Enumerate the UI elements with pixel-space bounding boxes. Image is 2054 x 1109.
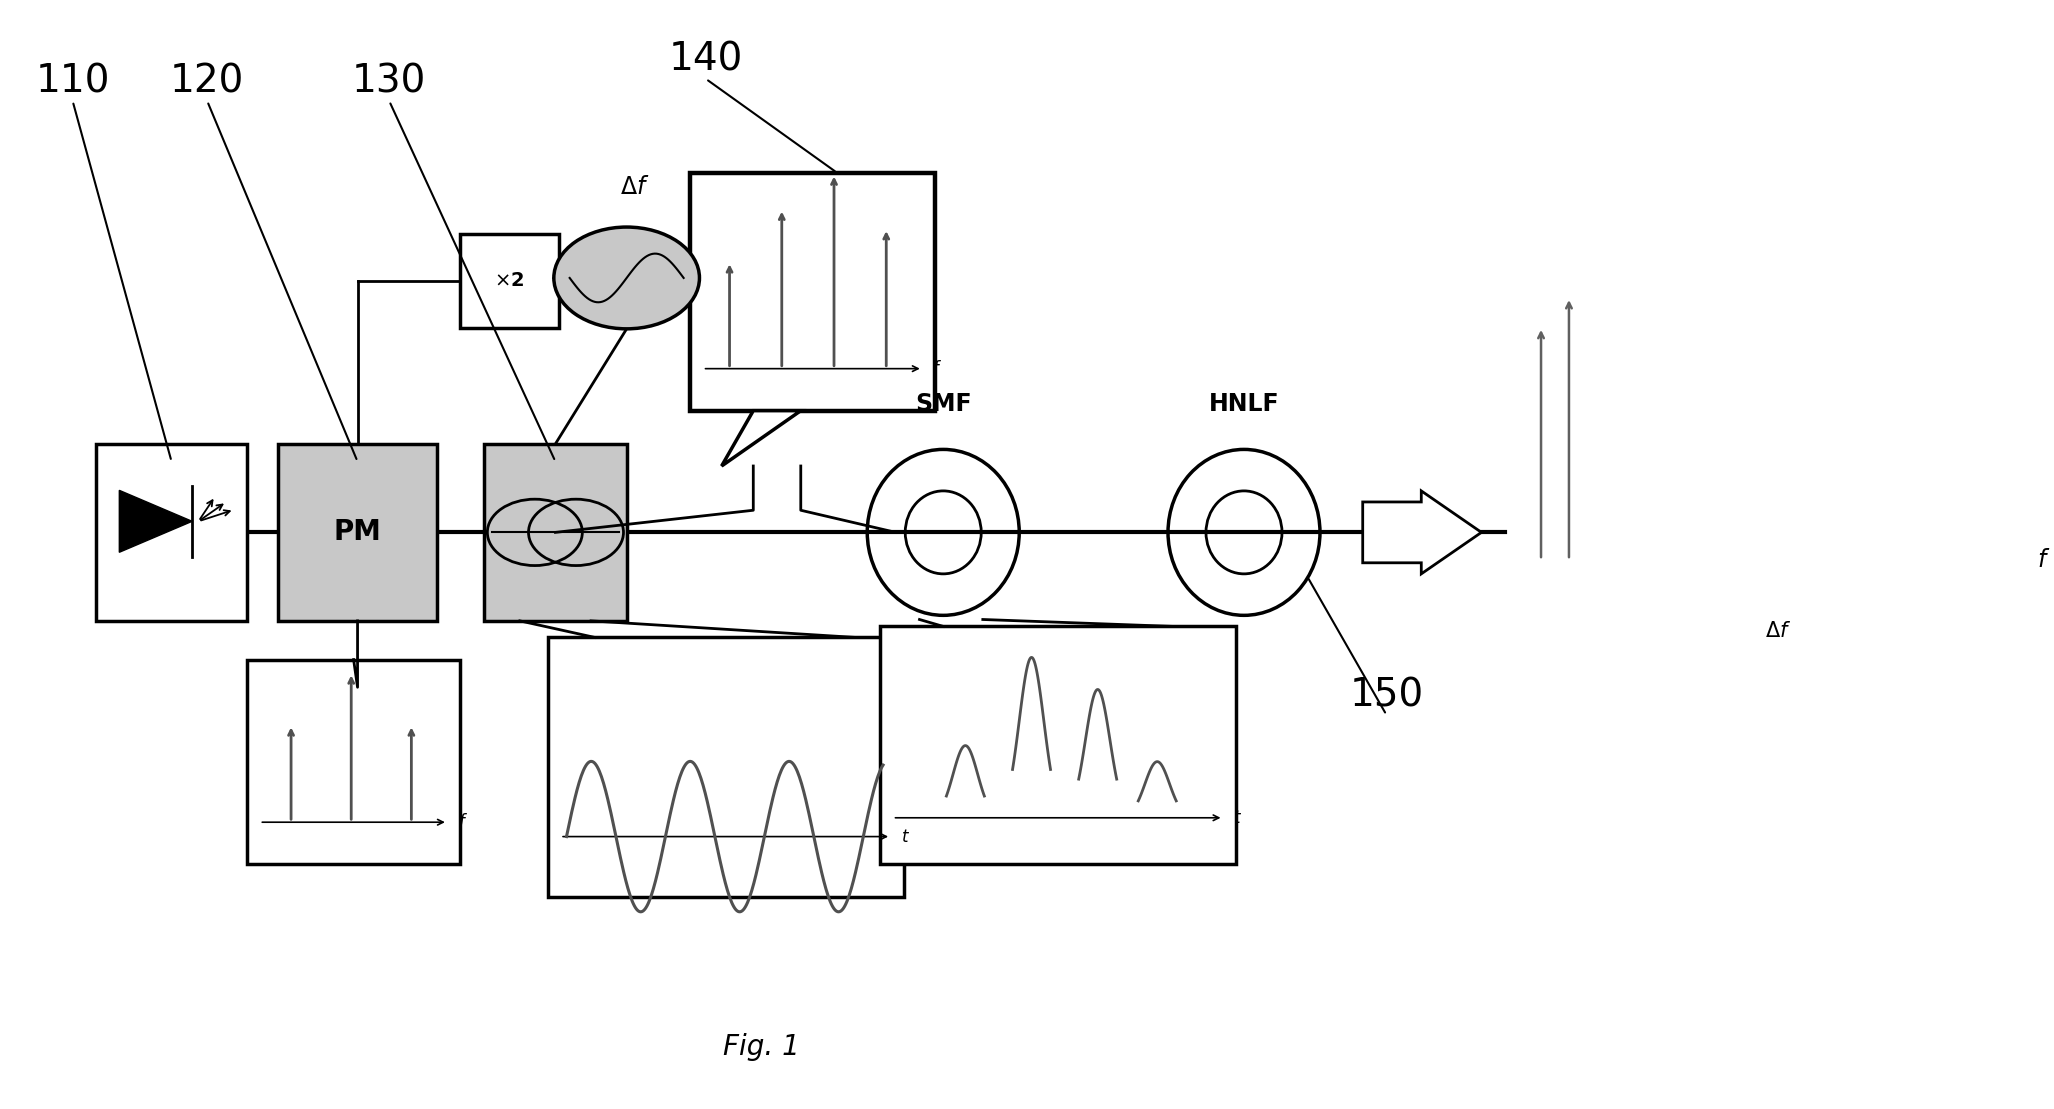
- Text: SMF: SMF: [914, 393, 972, 416]
- Bar: [690, 173, 935, 410]
- Text: $f$: $f$: [928, 359, 943, 378]
- Text: $f$: $f$: [452, 813, 468, 832]
- Text: 140: 140: [670, 41, 744, 79]
- Text: 120: 120: [170, 63, 244, 101]
- FancyArrow shape: [1362, 491, 1481, 573]
- Bar: [460, 234, 559, 328]
- Text: PM: PM: [333, 518, 382, 547]
- Circle shape: [555, 227, 700, 329]
- Text: 130: 130: [351, 63, 427, 101]
- Polygon shape: [119, 490, 193, 552]
- Text: Fig. 1: Fig. 1: [723, 1032, 799, 1061]
- Text: $\Delta f$: $\Delta f$: [620, 175, 649, 200]
- Text: HNLF: HNLF: [1208, 393, 1280, 416]
- Bar: [485, 444, 626, 621]
- Bar: [879, 627, 1237, 864]
- Text: 110: 110: [35, 63, 109, 101]
- Bar: [97, 444, 246, 621]
- Bar: [246, 660, 460, 864]
- Text: $t$: $t$: [896, 827, 910, 845]
- Text: $\times$2: $\times$2: [495, 272, 524, 291]
- Bar: [548, 638, 904, 897]
- Bar: [279, 444, 438, 621]
- Text: $t$: $t$: [1228, 808, 1243, 827]
- Text: $f$: $f$: [2038, 548, 2050, 572]
- Text: $\Delta f$: $\Delta f$: [1764, 621, 1791, 641]
- Text: 150: 150: [1349, 676, 1423, 715]
- Polygon shape: [721, 410, 801, 466]
